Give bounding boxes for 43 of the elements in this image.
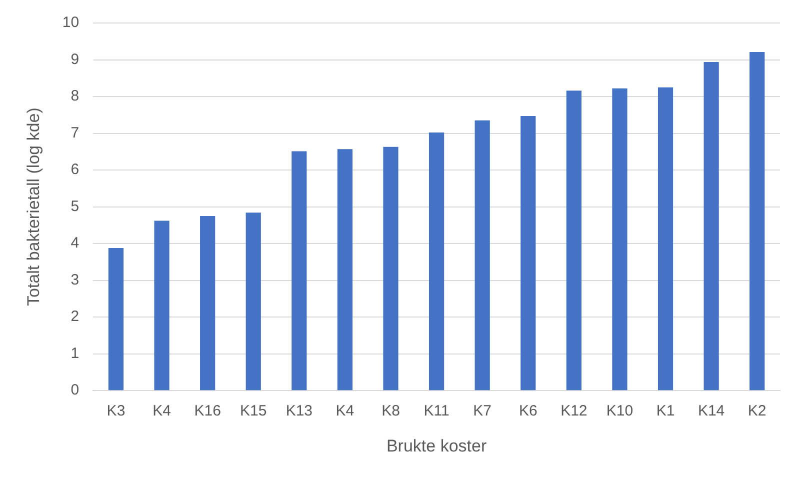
x-tick-label: K3 bbox=[106, 402, 126, 420]
x-tick-label: K13 bbox=[286, 402, 313, 420]
y-axis-title: Totalt bakterietall (log kde) bbox=[24, 108, 43, 306]
y-tick-label: 1 bbox=[70, 344, 80, 362]
bar bbox=[292, 151, 307, 390]
bar bbox=[337, 149, 353, 390]
bar bbox=[154, 220, 170, 390]
x-tick-label: K6 bbox=[518, 402, 538, 420]
x-tick-label: K16 bbox=[194, 402, 221, 420]
y-tick-label: 3 bbox=[70, 271, 80, 288]
bar bbox=[200, 216, 216, 390]
bar bbox=[750, 52, 765, 390]
y-tick-label: 8 bbox=[70, 88, 80, 105]
bar bbox=[474, 120, 490, 390]
x-tick-label: K11 bbox=[424, 402, 450, 420]
x-tick-label: K8 bbox=[382, 402, 400, 420]
x-tick-label: K14 bbox=[698, 402, 725, 420]
y-tick-label: 10 bbox=[62, 14, 80, 32]
bar bbox=[246, 212, 261, 390]
bar bbox=[566, 90, 582, 390]
bar bbox=[428, 132, 444, 390]
y-tick-label: 4 bbox=[70, 234, 80, 252]
x-tick-label: K15 bbox=[240, 402, 267, 420]
y-tick-label: 5 bbox=[70, 198, 80, 215]
x-axis-title: Brukte koster bbox=[386, 436, 487, 456]
x-tick-label: K4 bbox=[152, 402, 171, 420]
y-tick-label: 2 bbox=[70, 308, 80, 326]
bar bbox=[108, 248, 124, 390]
y-tick-label: 0 bbox=[70, 382, 80, 399]
x-tick-label: K2 bbox=[748, 402, 766, 420]
x-tick-label: K7 bbox=[473, 402, 492, 420]
bar bbox=[383, 146, 398, 390]
bar bbox=[658, 87, 674, 390]
x-tick-label: K1 bbox=[656, 402, 675, 420]
y-tick-label: 9 bbox=[70, 50, 80, 68]
bar bbox=[704, 62, 719, 390]
x-tick-label: K10 bbox=[606, 402, 634, 420]
y-tick-label: 7 bbox=[70, 124, 80, 142]
x-tick-label: K4 bbox=[336, 402, 354, 420]
bar bbox=[520, 116, 536, 390]
bar bbox=[612, 88, 628, 390]
x-tick-label: K12 bbox=[560, 402, 588, 420]
y-tick-label: 6 bbox=[70, 161, 80, 178]
